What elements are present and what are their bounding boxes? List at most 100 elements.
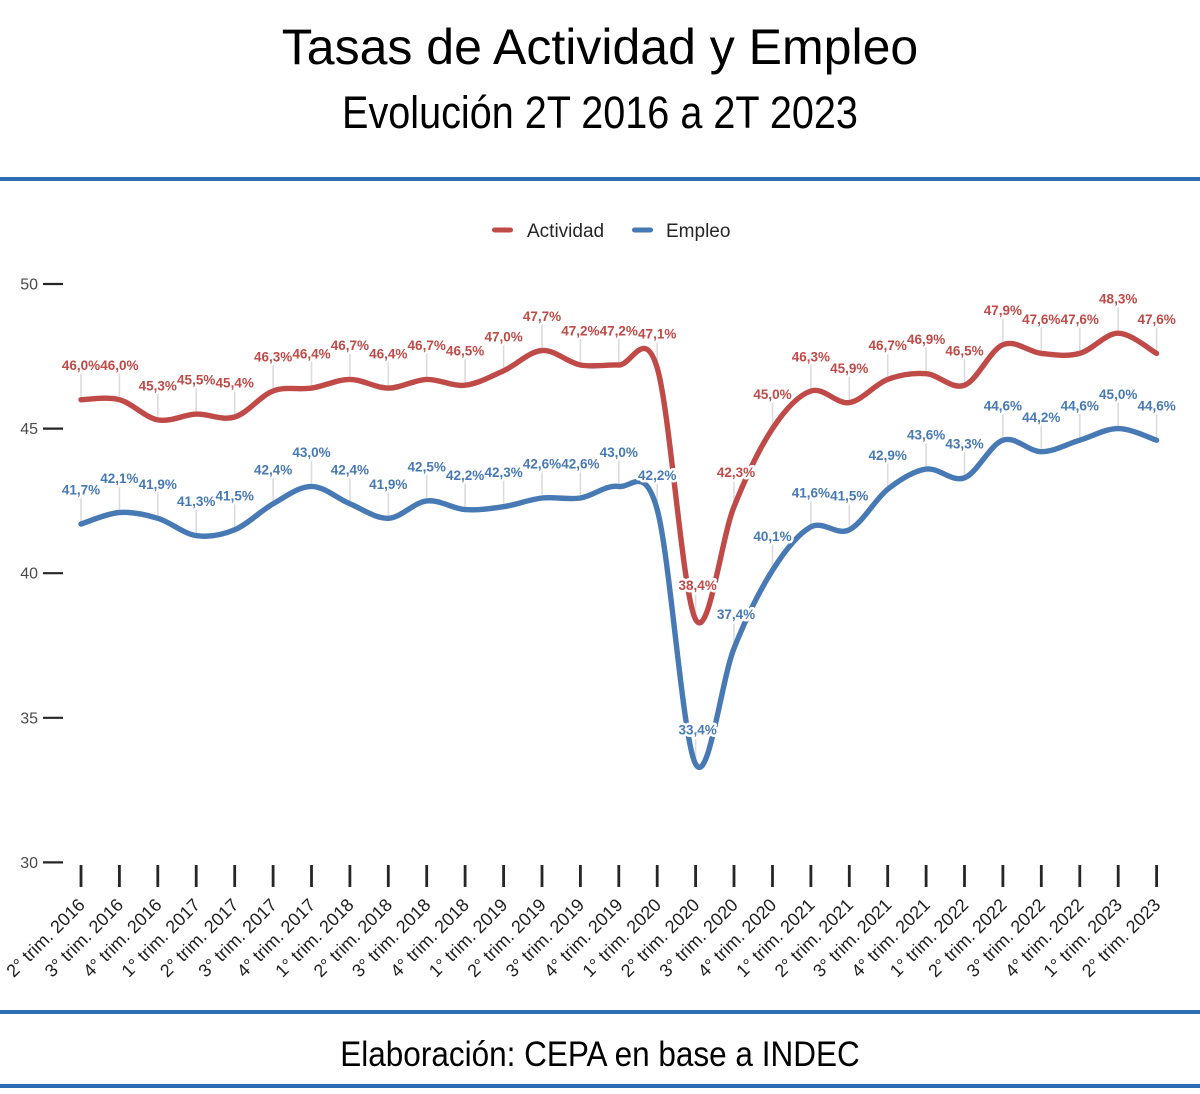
svg-text:41,6%: 41,6% [792, 485, 830, 500]
svg-text:47,2%: 47,2% [600, 324, 638, 339]
svg-text:50: 50 [20, 277, 38, 294]
svg-text:46,5%: 46,5% [945, 344, 983, 359]
svg-text:42,4%: 42,4% [331, 462, 369, 477]
svg-text:47,9%: 47,9% [984, 303, 1022, 318]
svg-text:47,1%: 47,1% [638, 326, 676, 341]
svg-text:47,2%: 47,2% [600, 324, 638, 339]
svg-text:46,9%: 46,9% [907, 332, 945, 347]
svg-text:41,5%: 41,5% [216, 488, 254, 503]
svg-text:46,4%: 46,4% [292, 347, 330, 362]
svg-text:Empleo: Empleo [666, 221, 730, 242]
svg-text:47,7%: 47,7% [523, 309, 561, 324]
svg-text:46,7%: 46,7% [408, 338, 446, 353]
svg-text:46,3%: 46,3% [254, 350, 292, 365]
svg-text:44,6%: 44,6% [984, 399, 1022, 414]
svg-text:42,4%: 42,4% [254, 462, 292, 477]
svg-text:46,7%: 46,7% [331, 338, 369, 353]
svg-text:43,0%: 43,0% [292, 445, 330, 460]
svg-text:41,9%: 41,9% [369, 477, 407, 492]
svg-text:38,4%: 38,4% [678, 578, 716, 593]
svg-text:42,3%: 42,3% [484, 465, 522, 480]
svg-text:44,6%: 44,6% [1137, 399, 1175, 414]
svg-text:46,3%: 46,3% [792, 350, 830, 365]
svg-text:46,7%: 46,7% [869, 338, 907, 353]
svg-text:41,3%: 41,3% [177, 494, 215, 509]
svg-text:41,7%: 41,7% [62, 483, 100, 498]
svg-text:47,2%: 47,2% [561, 324, 599, 339]
svg-text:42,6%: 42,6% [523, 457, 561, 472]
svg-text:40,1%: 40,1% [753, 529, 791, 544]
svg-text:37,4%: 37,4% [717, 607, 755, 622]
svg-text:45,4%: 45,4% [216, 376, 254, 391]
svg-text:33,4%: 33,4% [678, 723, 716, 738]
svg-text:47,6%: 47,6% [1061, 312, 1099, 327]
svg-text:42,3%: 42,3% [717, 465, 755, 480]
svg-text:46,5%: 46,5% [945, 344, 983, 359]
svg-text:40,1%: 40,1% [753, 529, 791, 544]
svg-text:47,0%: 47,0% [484, 329, 522, 344]
svg-text:46,4%: 46,4% [369, 347, 407, 362]
svg-text:44,6%: 44,6% [1061, 399, 1099, 414]
svg-text:41,5%: 41,5% [830, 488, 868, 503]
svg-text:37,4%: 37,4% [717, 607, 755, 622]
svg-text:47,6%: 47,6% [1022, 312, 1060, 327]
svg-text:46,7%: 46,7% [408, 338, 446, 353]
svg-text:42,9%: 42,9% [869, 448, 907, 463]
svg-text:45,0%: 45,0% [753, 387, 791, 402]
svg-text:41,5%: 41,5% [216, 488, 254, 503]
svg-text:45,5%: 45,5% [177, 373, 215, 388]
svg-text:46,4%: 46,4% [292, 347, 330, 362]
svg-text:48,3%: 48,3% [1099, 292, 1137, 307]
svg-text:44,2%: 44,2% [1022, 410, 1060, 425]
svg-text:38,4%: 38,4% [678, 578, 716, 593]
svg-text:46,3%: 46,3% [254, 350, 292, 365]
svg-text:35: 35 [20, 710, 38, 727]
svg-text:46,4%: 46,4% [369, 347, 407, 362]
svg-text:42,3%: 42,3% [484, 465, 522, 480]
svg-text:45,4%: 45,4% [216, 376, 254, 391]
svg-text:45,0%: 45,0% [1099, 387, 1137, 402]
svg-text:44,2%: 44,2% [1022, 410, 1060, 425]
svg-text:42,3%: 42,3% [717, 465, 755, 480]
svg-text:46,7%: 46,7% [869, 338, 907, 353]
svg-text:45,3%: 45,3% [139, 378, 177, 393]
svg-text:42,5%: 42,5% [408, 459, 446, 474]
svg-text:42,2%: 42,2% [446, 468, 484, 483]
svg-text:45,9%: 45,9% [830, 361, 868, 376]
svg-text:46,9%: 46,9% [907, 332, 945, 347]
svg-text:44,6%: 44,6% [1137, 399, 1175, 414]
svg-text:42,6%: 42,6% [561, 457, 599, 472]
svg-text:45,5%: 45,5% [177, 373, 215, 388]
svg-text:42,6%: 42,6% [561, 457, 599, 472]
svg-text:48,3%: 48,3% [1099, 292, 1137, 307]
svg-text:42,4%: 42,4% [331, 462, 369, 477]
svg-text:43,3%: 43,3% [945, 436, 983, 451]
svg-text:42,1%: 42,1% [100, 471, 138, 486]
svg-text:46,0%: 46,0% [62, 358, 100, 373]
svg-text:46,0%: 46,0% [100, 358, 138, 373]
svg-text:43,0%: 43,0% [600, 445, 638, 460]
svg-text:41,7%: 41,7% [62, 483, 100, 498]
svg-text:45: 45 [20, 421, 38, 438]
svg-text:45,3%: 45,3% [139, 378, 177, 393]
svg-text:46,5%: 46,5% [446, 344, 484, 359]
svg-text:41,9%: 41,9% [139, 477, 177, 492]
svg-text:46,0%: 46,0% [62, 358, 100, 373]
svg-text:45,0%: 45,0% [1099, 387, 1137, 402]
svg-text:42,4%: 42,4% [254, 462, 292, 477]
svg-text:46,7%: 46,7% [331, 338, 369, 353]
svg-text:40: 40 [20, 566, 38, 583]
svg-text:41,9%: 41,9% [369, 477, 407, 492]
svg-text:42,5%: 42,5% [408, 459, 446, 474]
svg-text:44,6%: 44,6% [984, 399, 1022, 414]
svg-text:43,0%: 43,0% [292, 445, 330, 460]
svg-text:42,2%: 42,2% [638, 468, 676, 483]
svg-text:41,9%: 41,9% [139, 477, 177, 492]
svg-text:45,0%: 45,0% [753, 387, 791, 402]
svg-text:42,1%: 42,1% [100, 471, 138, 486]
svg-text:46,0%: 46,0% [100, 358, 138, 373]
svg-text:43,6%: 43,6% [907, 428, 945, 443]
svg-text:47,2%: 47,2% [561, 324, 599, 339]
svg-text:47,6%: 47,6% [1022, 312, 1060, 327]
svg-text:47,1%: 47,1% [638, 326, 676, 341]
